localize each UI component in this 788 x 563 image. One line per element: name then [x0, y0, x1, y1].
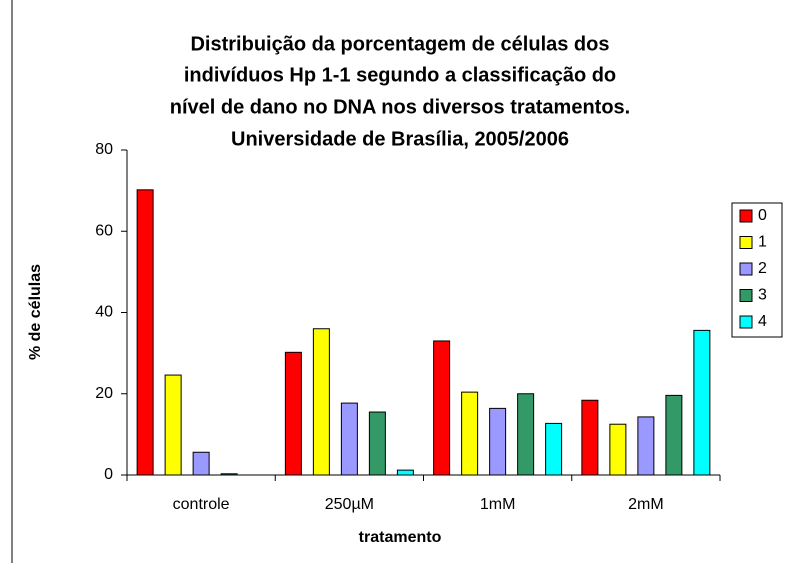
bar	[368, 411, 386, 476]
y-tick-label: 40	[95, 304, 113, 321]
bar	[192, 451, 210, 476]
bar	[489, 407, 507, 476]
x-tick-label: 2mM	[628, 496, 664, 513]
bar	[396, 469, 414, 476]
bar	[284, 351, 302, 476]
x-axis-label: tratamento	[359, 529, 442, 546]
legend-label: 1	[758, 234, 767, 251]
legend-label: 0	[758, 207, 767, 224]
chart-title: indivíduos Hp 1-1 segundo a classificaçã…	[184, 64, 616, 86]
bar	[312, 328, 330, 476]
bar	[220, 473, 238, 476]
legend-label: 3	[758, 287, 767, 304]
y-axis-label: % de células	[27, 264, 44, 360]
legend-label: 4	[758, 313, 767, 330]
legend-swatch	[739, 209, 753, 223]
y-tick-label: 80	[95, 141, 113, 158]
x-tick-label: controle	[173, 496, 230, 513]
bar	[517, 393, 535, 476]
bar	[545, 422, 563, 476]
x-tick-label: 1mM	[480, 496, 516, 513]
chart-title: nível de dano no DNA nos diversos tratam…	[170, 96, 630, 118]
chart-title: Distribuição da porcentagem de células d…	[190, 33, 609, 55]
chart-title: Universidade de Brasília, 2005/2006	[231, 128, 569, 150]
legend-label: 2	[758, 260, 767, 277]
bar	[581, 399, 599, 476]
bar	[609, 423, 627, 476]
y-tick-label: 60	[95, 222, 113, 239]
legend-swatch	[739, 236, 753, 249]
x-tick-label: 250µM	[325, 496, 374, 513]
y-tick-label: 0	[104, 466, 113, 483]
bar	[340, 402, 358, 476]
legend-swatch	[739, 262, 753, 276]
bar	[433, 340, 451, 476]
bar	[164, 374, 182, 476]
bar	[693, 329, 711, 476]
bar	[637, 416, 655, 476]
bar	[665, 394, 683, 476]
bar	[136, 189, 154, 476]
bar	[461, 391, 479, 476]
y-tick-label: 20	[95, 385, 113, 402]
legend-swatch	[739, 315, 753, 329]
legend-swatch	[739, 289, 753, 302]
